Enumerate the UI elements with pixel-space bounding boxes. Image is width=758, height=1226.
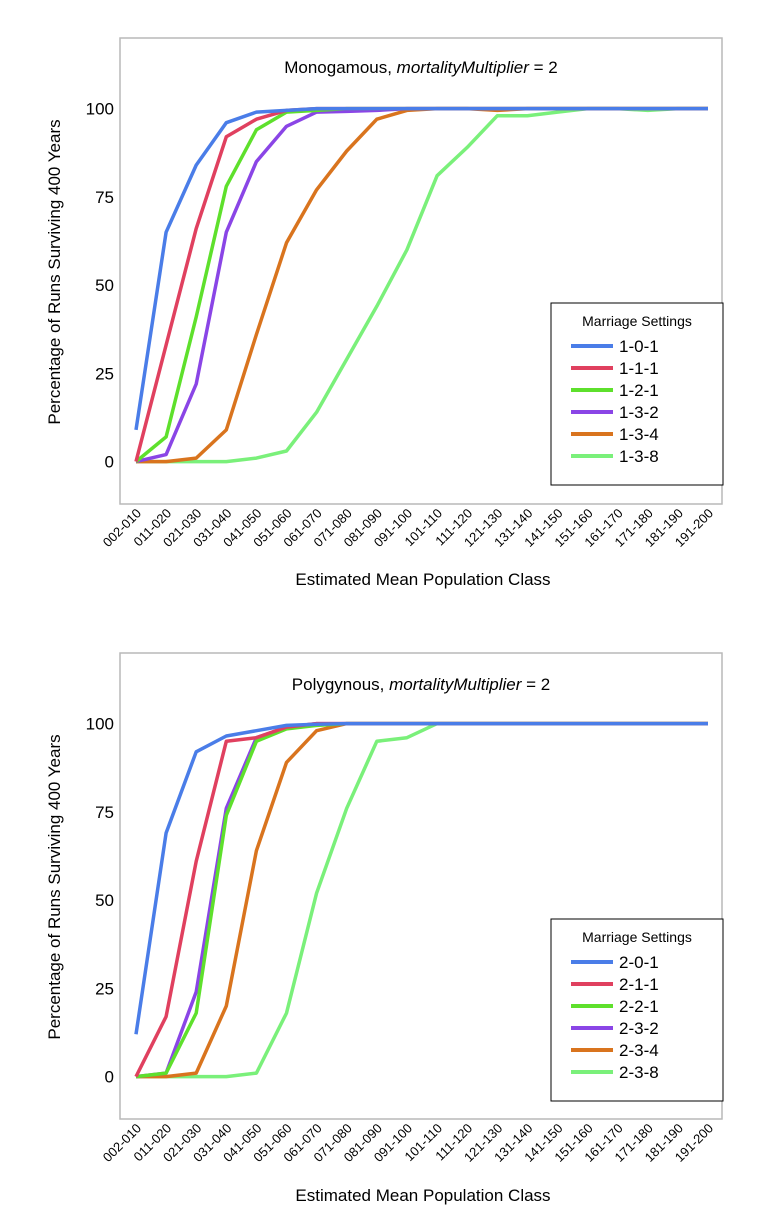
legend: Marriage Settings 1-0-1 1-1-1 1-2-1 1-3-2 1-3… bbox=[550, 302, 724, 486]
series-line-1-0-1 bbox=[134, 106, 708, 431]
legend-label: 2-2-1 bbox=[619, 997, 659, 1016]
chart-title-suffix: = 2 bbox=[529, 58, 558, 77]
legend-label: 1-0-1 bbox=[619, 337, 659, 356]
legend-title: Marriage Settings bbox=[582, 929, 692, 945]
legend-label: 2-3-4 bbox=[619, 1041, 659, 1060]
x-axis-title: Estimated Mean Population Class bbox=[295, 570, 550, 589]
legend-label: 2-3-8 bbox=[619, 1063, 659, 1082]
legend-label: 1-3-2 bbox=[619, 403, 659, 422]
series-line-2-0-1 bbox=[134, 721, 708, 1035]
y-tick-label: 75 bbox=[95, 188, 114, 207]
x-axis-title: Estimated Mean Population Class bbox=[295, 1186, 550, 1205]
chart-title: Monogamous, mortalityMultiplier = 2 bbox=[284, 58, 558, 77]
legend-label: 1-3-4 bbox=[619, 425, 659, 444]
y-tick-label: 25 bbox=[95, 979, 114, 998]
y-axis-title: Percentage of Runs Surviving 400 Years bbox=[45, 119, 64, 424]
chart-title-italic: mortalityMultiplier bbox=[397, 58, 531, 77]
legend-label: 2-0-1 bbox=[619, 953, 659, 972]
series-lines bbox=[134, 106, 708, 464]
legend-title: Marriage Settings bbox=[582, 313, 692, 329]
chart-title-suffix: = 2 bbox=[521, 675, 550, 694]
chart-monogamous: Monogamous, mortalityMultiplier = 2 0 25 50… bbox=[45, 37, 724, 589]
legend: Marriage Settings 2-0-1 2-1-1 2-2-1 2-3-2 2-3… bbox=[550, 918, 724, 1102]
legend-label: 2-1-1 bbox=[619, 975, 659, 994]
legend-label: 1-1-1 bbox=[619, 359, 659, 378]
y-tick-label: 0 bbox=[105, 453, 114, 472]
y-tick-label: 50 bbox=[95, 891, 114, 910]
legend-label: 2-3-2 bbox=[619, 1019, 659, 1038]
legend-label: 1-2-1 bbox=[619, 381, 659, 400]
y-tick-label: 25 bbox=[95, 364, 114, 383]
y-tick-label: 75 bbox=[95, 803, 114, 822]
chart-title: Polygynous, mortalityMultiplier = 2 bbox=[292, 675, 550, 694]
chart-polygynous: Polygynous, mortalityMultiplier = 2 0 25 50… bbox=[45, 652, 724, 1205]
chart-title-prefix: Polygynous, bbox=[292, 675, 389, 694]
y-tick-label: 0 bbox=[105, 1068, 114, 1087]
y-tick-label: 50 bbox=[95, 276, 114, 295]
chart-title-italic: mortalityMultiplier bbox=[389, 675, 523, 694]
chart-title-prefix: Monogamous, bbox=[284, 58, 396, 77]
y-tick-label: 100 bbox=[86, 100, 114, 119]
y-tick-label: 100 bbox=[86, 715, 114, 734]
legend-label: 1-3-8 bbox=[619, 447, 659, 466]
series-lines bbox=[134, 721, 708, 1079]
y-axis-title: Percentage of Runs Surviving 400 Years bbox=[45, 734, 64, 1039]
